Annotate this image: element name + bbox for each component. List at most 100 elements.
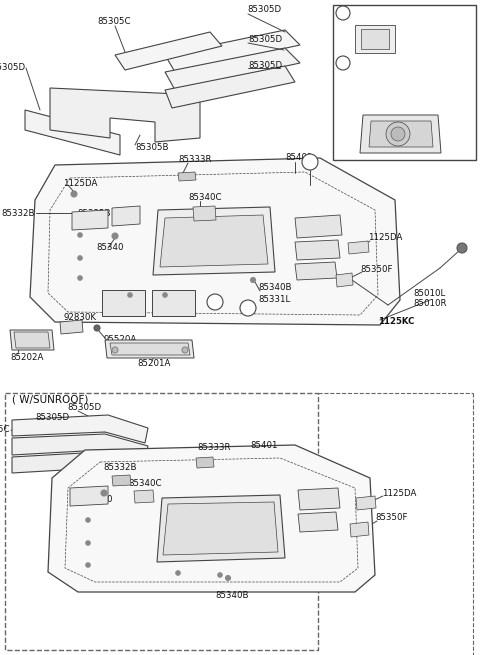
Circle shape: [77, 276, 83, 280]
Text: 1125DA: 1125DA: [382, 489, 416, 498]
Text: 85305D: 85305D: [0, 64, 25, 73]
Polygon shape: [105, 340, 194, 358]
Text: 85010R: 85010R: [413, 299, 446, 307]
Text: 85305D: 85305D: [247, 5, 281, 14]
Polygon shape: [295, 262, 337, 280]
Text: 85340: 85340: [85, 495, 112, 504]
Circle shape: [112, 233, 118, 239]
Text: 85340B: 85340B: [258, 284, 291, 293]
Polygon shape: [160, 215, 268, 267]
Circle shape: [217, 572, 223, 578]
Polygon shape: [356, 496, 376, 510]
Circle shape: [182, 347, 188, 353]
Polygon shape: [110, 343, 190, 355]
Text: 85201A: 85201A: [137, 358, 170, 367]
Text: 85401: 85401: [285, 153, 312, 162]
Circle shape: [128, 293, 132, 297]
Text: a: a: [212, 297, 218, 307]
Text: b: b: [307, 157, 313, 166]
Circle shape: [163, 293, 168, 297]
Polygon shape: [196, 457, 214, 468]
Circle shape: [391, 127, 405, 141]
Text: a: a: [340, 9, 346, 18]
Text: 1125KC: 1125KC: [378, 318, 414, 326]
Polygon shape: [12, 434, 148, 460]
Circle shape: [457, 243, 467, 253]
Text: 1125DA: 1125DA: [368, 233, 402, 242]
Text: 85331L: 85331L: [258, 295, 290, 305]
Polygon shape: [112, 475, 131, 486]
Polygon shape: [153, 207, 275, 275]
Text: 85340C: 85340C: [188, 193, 221, 202]
Text: 85305D: 85305D: [67, 403, 101, 413]
Text: 92830K: 92830K: [63, 314, 96, 322]
Polygon shape: [193, 206, 216, 221]
Polygon shape: [60, 320, 83, 334]
Text: 85333R: 85333R: [178, 155, 212, 164]
Polygon shape: [157, 495, 285, 562]
Circle shape: [251, 278, 255, 282]
Text: a: a: [245, 303, 251, 312]
Polygon shape: [350, 522, 369, 537]
Polygon shape: [348, 241, 369, 254]
Circle shape: [176, 571, 180, 576]
Circle shape: [77, 233, 83, 238]
Polygon shape: [369, 121, 433, 147]
Polygon shape: [165, 48, 300, 90]
Polygon shape: [163, 502, 278, 555]
Text: 85305B: 85305B: [135, 143, 168, 153]
Circle shape: [207, 294, 223, 310]
Text: 85305C: 85305C: [0, 426, 10, 434]
Polygon shape: [134, 490, 154, 503]
Polygon shape: [298, 512, 338, 532]
Polygon shape: [295, 240, 340, 260]
Text: 85340B: 85340B: [215, 591, 249, 599]
Circle shape: [302, 154, 318, 170]
Circle shape: [240, 300, 256, 316]
Circle shape: [336, 6, 350, 20]
Circle shape: [85, 563, 91, 567]
Text: 95520A: 95520A: [103, 335, 136, 345]
Text: 85332B: 85332B: [103, 462, 136, 472]
Polygon shape: [360, 115, 441, 153]
Bar: [333, 5, 476, 160]
Polygon shape: [12, 415, 148, 443]
Circle shape: [112, 347, 118, 353]
Text: 85305D: 85305D: [35, 413, 69, 422]
Text: 85335B: 85335B: [77, 208, 110, 217]
Polygon shape: [361, 29, 389, 49]
Text: 85202A: 85202A: [10, 352, 43, 362]
Text: 85010L: 85010L: [413, 288, 445, 297]
Polygon shape: [72, 210, 108, 230]
Text: 85350F: 85350F: [360, 265, 393, 274]
Bar: [5, 393, 318, 650]
Polygon shape: [30, 158, 400, 325]
Text: 85350F: 85350F: [375, 514, 408, 523]
Polygon shape: [298, 488, 340, 510]
Circle shape: [77, 255, 83, 261]
Circle shape: [386, 122, 410, 146]
Text: 85340: 85340: [96, 244, 123, 252]
Circle shape: [94, 325, 100, 331]
Text: 92800V: 92800V: [358, 58, 393, 67]
Text: 1229MA: 1229MA: [415, 43, 452, 52]
Polygon shape: [50, 88, 200, 142]
Text: 85340C: 85340C: [128, 479, 161, 489]
Polygon shape: [48, 445, 375, 592]
Polygon shape: [165, 66, 295, 108]
Polygon shape: [102, 290, 145, 316]
Polygon shape: [165, 30, 300, 72]
Circle shape: [336, 56, 350, 70]
Text: 85305D: 85305D: [248, 35, 282, 45]
Text: 85333R: 85333R: [197, 443, 230, 453]
Polygon shape: [70, 486, 108, 506]
Text: 85305D: 85305D: [248, 62, 282, 71]
Polygon shape: [10, 330, 54, 350]
Text: ( W/SUNROOF): ( W/SUNROOF): [12, 395, 88, 405]
Polygon shape: [152, 290, 195, 316]
Polygon shape: [336, 273, 353, 287]
Circle shape: [226, 576, 230, 580]
Polygon shape: [355, 25, 395, 53]
Circle shape: [85, 517, 91, 523]
Polygon shape: [12, 452, 140, 478]
